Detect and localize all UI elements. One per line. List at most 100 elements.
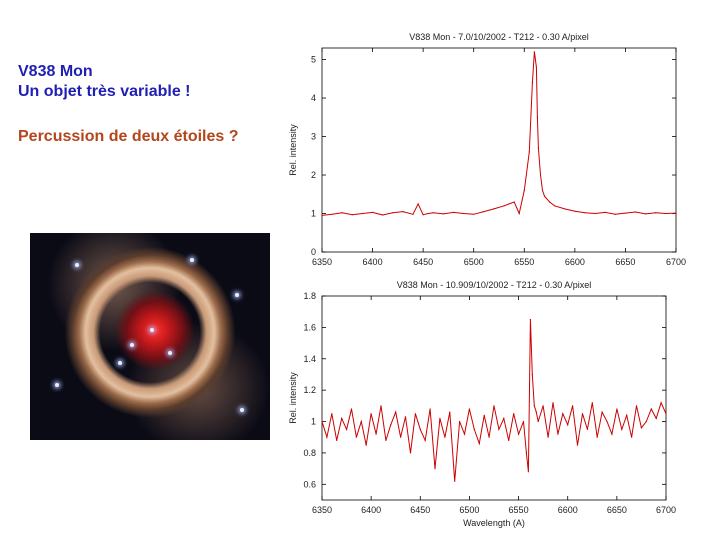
data-point [541, 189, 544, 191]
y-tick-label: 1 [311, 417, 316, 427]
data-point [372, 211, 374, 213]
data-point [531, 373, 533, 376]
star-icon [118, 361, 122, 365]
data-point [336, 439, 338, 441]
data-point [321, 214, 323, 216]
data-point [655, 212, 657, 214]
y-tick-label: 1.8 [303, 291, 316, 301]
data-point [660, 402, 662, 404]
data-point [635, 405, 638, 407]
data-point [523, 189, 525, 191]
chart-title: V838 Mon - 7.0/10/2002 - T212 - 0.30 A/p… [409, 32, 588, 42]
x-tick-label: 6650 [607, 505, 627, 515]
data-point [537, 420, 539, 423]
data-point [341, 212, 343, 214]
data-point [535, 411, 537, 413]
y-tick-label: 1 [311, 209, 316, 219]
data-point [533, 405, 535, 407]
data-point [459, 420, 461, 423]
y-tick-label: 0.6 [303, 479, 316, 489]
data-point [498, 428, 500, 430]
data-point [591, 402, 593, 404]
y-tick-label: 3 [311, 132, 316, 142]
data-point [331, 413, 333, 415]
x-tick-label: 6600 [565, 257, 585, 267]
y-tick-label: 1.2 [303, 385, 316, 395]
data-point [604, 211, 606, 213]
x-tick-label: 6450 [413, 257, 433, 267]
data-point [350, 408, 353, 410]
data-point [572, 405, 574, 407]
data-point [631, 436, 633, 438]
data-point [581, 413, 584, 415]
data-point [586, 428, 589, 430]
data-point [355, 436, 357, 438]
star-icon [150, 328, 154, 332]
data-point [452, 211, 455, 213]
data-point [529, 318, 532, 321]
y-tick-label: 1.6 [303, 322, 316, 332]
data-point [614, 213, 616, 215]
x-axis-label: Wavelength (A) [463, 518, 525, 528]
data-point [483, 414, 485, 416]
x-tick-label: 6350 [312, 257, 332, 267]
data-point [321, 420, 323, 423]
data-point [675, 212, 677, 214]
data-point [449, 411, 451, 413]
star-icon [168, 351, 172, 355]
data-point [606, 420, 608, 423]
data-point [616, 408, 618, 410]
data-point [536, 116, 539, 118]
data-point [454, 480, 456, 482]
slide-title: V838 Mon Un objet très variable ! [18, 62, 288, 102]
plot-frame [321, 47, 677, 253]
x-tick-label: 6500 [459, 505, 479, 515]
data-point [645, 213, 647, 215]
y-tick-label: 2 [311, 170, 316, 180]
data-point [427, 212, 429, 215]
data-point [543, 195, 546, 197]
x-tick-label: 6450 [410, 505, 430, 515]
data-point [351, 214, 353, 216]
data-point [468, 408, 470, 410]
data-point [326, 436, 328, 438]
data-point [547, 436, 549, 438]
data-point [473, 213, 475, 215]
data-point [503, 417, 505, 419]
data-point [531, 82, 534, 84]
data-point [611, 433, 613, 435]
x-tick-label: 6550 [509, 505, 529, 515]
data-point [537, 147, 540, 149]
y-axis-label: Rel. intensity [288, 124, 298, 176]
data-point [442, 213, 444, 215]
y-tick-label: 0.8 [303, 448, 316, 458]
data-point [508, 439, 510, 441]
data-point [655, 417, 657, 419]
star-icon [235, 293, 239, 297]
data-point [665, 212, 667, 215]
data-point [621, 428, 623, 430]
data-point [409, 452, 412, 454]
data-point [557, 433, 559, 435]
data-point [422, 214, 424, 216]
data-point [331, 213, 333, 215]
x-tick-label: 6400 [361, 505, 381, 515]
y-tick-label: 0 [311, 247, 316, 257]
data-point [463, 433, 466, 435]
x-tick-label: 6700 [656, 505, 676, 515]
data-point [432, 212, 434, 214]
x-tick-label: 6600 [558, 505, 578, 515]
x-tick-label: 6350 [312, 505, 332, 515]
data-point [634, 211, 637, 213]
data-point [624, 212, 627, 214]
data-point [478, 442, 480, 445]
y-tick-label: 1.4 [303, 354, 316, 364]
star-icon [55, 383, 59, 387]
x-tick-label: 6700 [666, 257, 686, 267]
data-point [584, 212, 586, 214]
data-point [576, 444, 579, 446]
x-tick-label: 6550 [514, 257, 534, 267]
series-line [321, 319, 667, 482]
data-point [493, 405, 495, 407]
data-point [513, 413, 515, 415]
